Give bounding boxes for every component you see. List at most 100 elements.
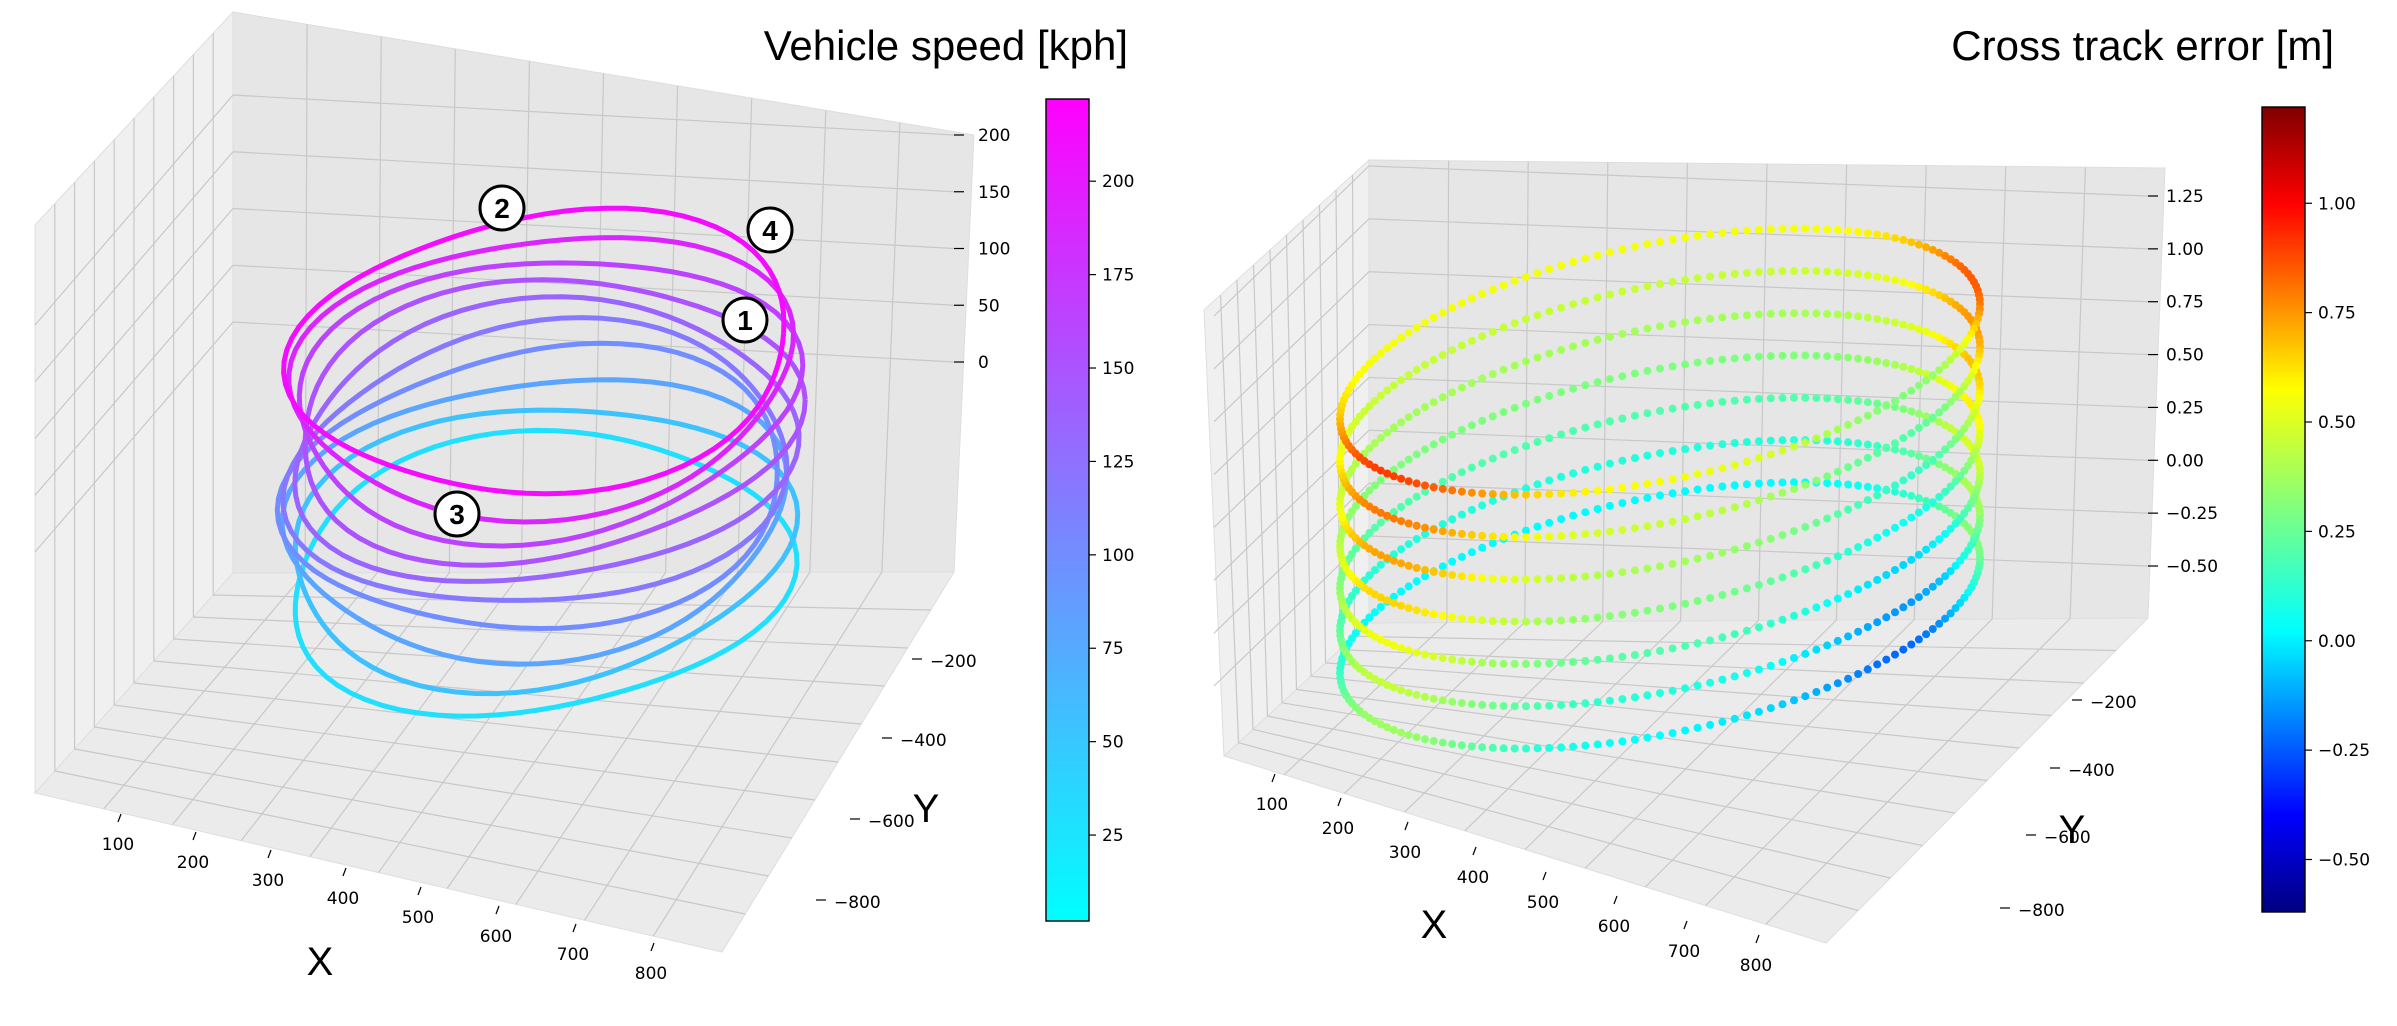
cte-point bbox=[1457, 341, 1466, 350]
cte-point bbox=[1693, 723, 1702, 732]
cte-point bbox=[1557, 574, 1566, 583]
lap-marker-3-label: 3 bbox=[449, 499, 465, 530]
cte-point bbox=[1593, 462, 1602, 471]
cte-point bbox=[1569, 488, 1578, 497]
cte-point bbox=[1383, 428, 1392, 437]
cte-point bbox=[1656, 689, 1664, 698]
grid-line bbox=[1213, 218, 1370, 370]
cte-point bbox=[1365, 402, 1374, 411]
grid-line bbox=[232, 207, 955, 250]
cte-point bbox=[1545, 701, 1554, 710]
speed-colorbar-frame bbox=[1045, 98, 1090, 922]
cte-point bbox=[1778, 478, 1787, 487]
cte-point bbox=[1457, 614, 1466, 623]
cte-point bbox=[1618, 245, 1627, 254]
cte-point bbox=[1438, 435, 1447, 444]
cte-point bbox=[1448, 346, 1457, 355]
cte-point bbox=[1478, 531, 1487, 540]
cte-point bbox=[1412, 535, 1421, 543]
cte-point bbox=[1766, 577, 1775, 586]
cte-point bbox=[1569, 469, 1578, 478]
z-tick-label: −0.50 bbox=[2166, 557, 2218, 577]
cte-point bbox=[1891, 445, 1899, 454]
x-tick-label: 500 bbox=[1527, 893, 1559, 913]
cte-point bbox=[1941, 572, 1950, 581]
colorbar-tick-label: 1.00 bbox=[2318, 194, 2356, 214]
grid-line bbox=[1252, 264, 1269, 717]
cte-point bbox=[1801, 224, 1810, 233]
grid-line bbox=[1644, 619, 1915, 888]
speed-floor-pane bbox=[34, 571, 955, 953]
cte-point bbox=[1907, 640, 1916, 649]
cte-point bbox=[1581, 530, 1590, 539]
cte-point bbox=[1569, 511, 1578, 520]
cte-point bbox=[1812, 267, 1821, 276]
cte-point bbox=[1421, 608, 1429, 617]
cte-point bbox=[1891, 276, 1899, 285]
cte-point bbox=[1899, 489, 1908, 498]
y-tick-label: −200 bbox=[930, 652, 977, 672]
cte-point bbox=[1376, 433, 1385, 442]
cte-point bbox=[1397, 474, 1406, 483]
cte-point bbox=[1975, 464, 1984, 473]
cte-point bbox=[1823, 472, 1832, 481]
cte-point bbox=[1467, 463, 1476, 472]
cte-point bbox=[1891, 439, 1899, 448]
cte-point bbox=[1510, 744, 1519, 753]
cte-point bbox=[1478, 658, 1487, 667]
cte-point bbox=[1754, 454, 1763, 462]
cte-point bbox=[1899, 476, 1908, 485]
cte-point bbox=[1605, 417, 1614, 426]
cte-point bbox=[1438, 562, 1447, 571]
cte-point bbox=[1681, 515, 1690, 524]
cte-point bbox=[1907, 598, 1916, 607]
cte-point bbox=[1754, 268, 1763, 277]
cte-point bbox=[1766, 661, 1775, 670]
cte-point bbox=[1643, 564, 1652, 573]
cte-point bbox=[1593, 655, 1602, 664]
x-tick-mark bbox=[1755, 934, 1760, 944]
cte-point bbox=[1766, 534, 1775, 543]
cte-point bbox=[1935, 408, 1944, 417]
cte-point bbox=[1421, 481, 1429, 490]
cte-point bbox=[1914, 550, 1923, 559]
x-tick-mark bbox=[1271, 773, 1276, 783]
cte-point bbox=[1956, 429, 1965, 438]
cte-point bbox=[1438, 611, 1447, 620]
cte-point bbox=[1790, 393, 1798, 402]
cte-point bbox=[1404, 688, 1413, 697]
cte-point bbox=[1412, 521, 1421, 530]
cte-point bbox=[1706, 399, 1715, 408]
cte-point bbox=[1605, 501, 1614, 510]
cte-colorbar-ticks: −0.50 −0.25 0.00 0.25 0.50 0.75 1.00 bbox=[2305, 194, 2370, 871]
cte-point bbox=[1693, 681, 1702, 690]
speed-x-ticks: 100 200 300 400 500 600 700 800 bbox=[102, 813, 667, 984]
cte-point bbox=[1891, 318, 1899, 327]
cte-point bbox=[1448, 655, 1457, 664]
grid-line bbox=[1269, 249, 1283, 703]
cte-point bbox=[1383, 681, 1392, 689]
x-tick-label: 700 bbox=[557, 945, 589, 965]
cte-point bbox=[1557, 658, 1566, 667]
y-tick-label: −600 bbox=[2044, 828, 2091, 848]
x-tick-mark bbox=[1472, 846, 1477, 856]
cte-point bbox=[1618, 287, 1627, 296]
cte-point bbox=[1643, 479, 1652, 488]
grid-line bbox=[2069, 167, 2086, 619]
cte-y-axis-label: Y bbox=[2059, 808, 2086, 852]
cte-point bbox=[1941, 403, 1950, 412]
cte-point bbox=[1618, 329, 1627, 338]
colorbar-tick-label: 0.50 bbox=[2318, 413, 2356, 433]
cte-point bbox=[1823, 641, 1832, 650]
cte-point bbox=[1742, 353, 1751, 362]
cte-point bbox=[1899, 518, 1908, 527]
cte-point bbox=[1941, 445, 1950, 454]
y-tick-label: −200 bbox=[2090, 693, 2137, 713]
cte-point bbox=[1742, 395, 1751, 404]
cte-point bbox=[1693, 485, 1702, 494]
cte-point bbox=[1397, 460, 1406, 469]
trajectory-lap bbox=[292, 294, 802, 584]
cte-point bbox=[1854, 354, 1863, 363]
grid-line bbox=[1252, 728, 1891, 879]
cte-point bbox=[1581, 657, 1590, 665]
